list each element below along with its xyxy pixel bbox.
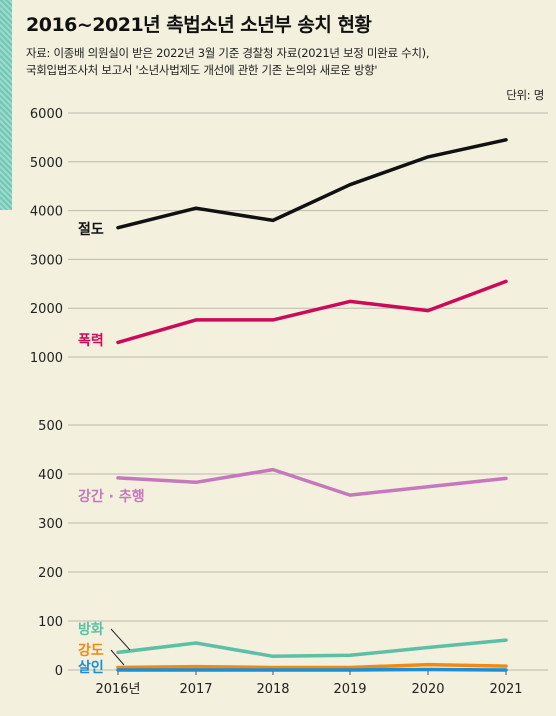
- lower-y-tick-label: 200: [38, 566, 63, 581]
- source-line-2: 국회입법조사처 보고서 '소년사법제도 개선에 관한 기존 논의와 새로운 방향…: [26, 63, 378, 77]
- x-tick-label: 2021: [489, 682, 522, 697]
- upper-y-tick-label: 6000: [30, 107, 63, 122]
- lower-y-tick-label: 300: [38, 517, 63, 532]
- series-label: 방화: [78, 621, 104, 638]
- lower-y-tick-label: 100: [38, 615, 63, 630]
- x-tick-label: 2018: [256, 682, 289, 697]
- source-note: 자료: 이종배 의원실이 받은 2022년 3월 기준 경찰청 자료(2021년…: [26, 45, 546, 79]
- series-line: [116, 638, 508, 659]
- lower-y-tick-label: 400: [38, 468, 63, 483]
- x-tick-label: 2019: [333, 682, 366, 697]
- series-label: 절도: [78, 222, 104, 238]
- x-tick-label: 2017: [179, 682, 212, 697]
- upper-y-tick-label: 2000: [30, 302, 63, 317]
- series-line: [116, 662, 508, 670]
- x-tick-label: 2016년: [95, 682, 140, 697]
- series-line: [116, 279, 508, 345]
- chart-title: 2016~2021년 촉법소년 소년부 송치 현황: [26, 14, 372, 36]
- x-tick-label: 2020: [411, 682, 444, 697]
- decorative-stripe-left: [0, 0, 12, 210]
- lower-y-tick-label: 0: [55, 664, 63, 679]
- upper-y-tick-label: 3000: [30, 253, 63, 268]
- series-label: 살인: [78, 659, 104, 676]
- lower-y-tick-label: 500: [38, 419, 63, 434]
- leader-line: [110, 628, 131, 651]
- series-line: [116, 467, 508, 497]
- series-label: 강간 · 추행: [78, 488, 145, 505]
- upper-y-tick-label: 4000: [30, 205, 63, 220]
- series-line: [116, 667, 508, 672]
- unit-label: 단위: 명: [506, 88, 544, 102]
- series-label: 폭력: [78, 333, 104, 349]
- upper-y-tick-label: 5000: [30, 156, 63, 171]
- upper-y-tick-label: 1000: [30, 351, 63, 366]
- source-line-1: 자료: 이종배 의원실이 받은 2022년 3월 기준 경찰청 자료(2021년…: [26, 46, 430, 60]
- series-line: [116, 138, 508, 230]
- leader-line: [110, 649, 125, 666]
- series-label: 강도: [78, 642, 104, 659]
- chart-panel: 2016~2021년 촉법소년 소년부 송치 현황 자료: 이종배 의원실이 받…: [12, 0, 556, 716]
